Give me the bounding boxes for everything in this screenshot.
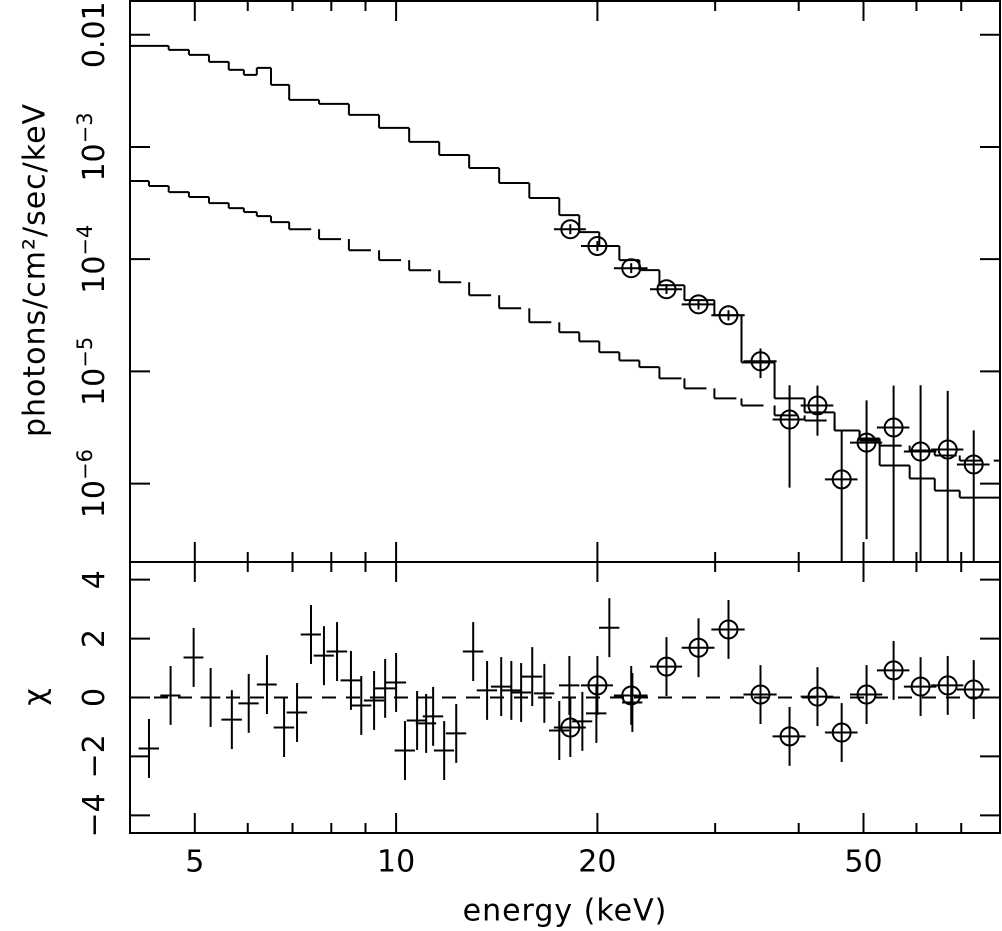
y-tick-label-base: −4 <box>77 793 112 837</box>
data-point <box>560 717 581 738</box>
y-tick-label: 4 <box>77 570 112 589</box>
y-tick-label-base: 4 <box>77 570 112 589</box>
data-point <box>587 236 608 257</box>
data-point <box>779 726 800 747</box>
y-tick-label: 10−3 <box>73 112 112 181</box>
y-tick-label-base: 0.01 <box>77 1 112 68</box>
y-tick-label-base: 10 <box>77 143 112 181</box>
y-tick-label-base: −2 <box>77 734 112 778</box>
data-point <box>718 305 739 326</box>
data-point <box>883 417 904 438</box>
y-tick-label-exponent: −6 <box>73 449 97 480</box>
data-point <box>621 258 642 279</box>
data-point <box>718 619 739 640</box>
data-point <box>831 722 852 743</box>
y-tick-label-base: 10 <box>77 368 112 406</box>
x-tick-label: 20 <box>578 845 616 880</box>
y-axis-label: χ <box>18 688 53 705</box>
data-point <box>856 432 877 453</box>
data-point <box>779 409 800 430</box>
y-tick-label-base: 0 <box>77 688 112 707</box>
data-point <box>688 637 709 658</box>
data-point <box>937 439 958 460</box>
y-tick-label-base: 2 <box>77 629 112 648</box>
y-tick-label-exponent: −3 <box>73 112 97 143</box>
x-tick-label: 50 <box>844 845 882 880</box>
y-axis-label: photons/cm²/sec/keV <box>18 103 53 437</box>
data-point <box>963 454 984 475</box>
data-point <box>910 676 931 697</box>
y-tick-label: 10−5 <box>73 337 112 406</box>
data-point <box>963 679 984 700</box>
y-tick-label: 0.01 <box>77 1 112 68</box>
x-tick-label: 5 <box>185 845 204 880</box>
y-tick-label: −4 <box>77 793 112 837</box>
data-point <box>587 675 608 696</box>
y-tick-label-base: 10 <box>77 480 112 518</box>
data-point <box>656 279 677 300</box>
data-point <box>883 660 904 681</box>
y-tick-label-exponent: −4 <box>73 225 97 256</box>
data-point <box>910 441 931 462</box>
data-point <box>807 686 828 707</box>
y-tick-label-base: 10 <box>77 256 112 294</box>
y-tick-label: 0 <box>77 688 112 707</box>
y-tick-label: 10−4 <box>73 225 112 294</box>
data-point <box>560 219 581 240</box>
data-point <box>807 395 828 416</box>
data-point <box>750 351 771 372</box>
data-point <box>937 675 958 696</box>
plot-frame <box>129 0 1001 563</box>
data-point <box>621 685 642 706</box>
y-tick-label: 10−6 <box>73 449 112 518</box>
data-point <box>856 684 877 705</box>
data-point <box>656 656 677 677</box>
y-tick-label-exponent: −5 <box>73 337 97 368</box>
y-tick-label: 2 <box>77 629 112 648</box>
x-axis-label: energy (keV) <box>463 894 668 929</box>
data-point <box>688 294 709 315</box>
x-tick-label: 10 <box>377 845 415 880</box>
y-tick-label: −2 <box>77 734 112 778</box>
data-point <box>831 469 852 490</box>
data-point <box>750 684 771 705</box>
